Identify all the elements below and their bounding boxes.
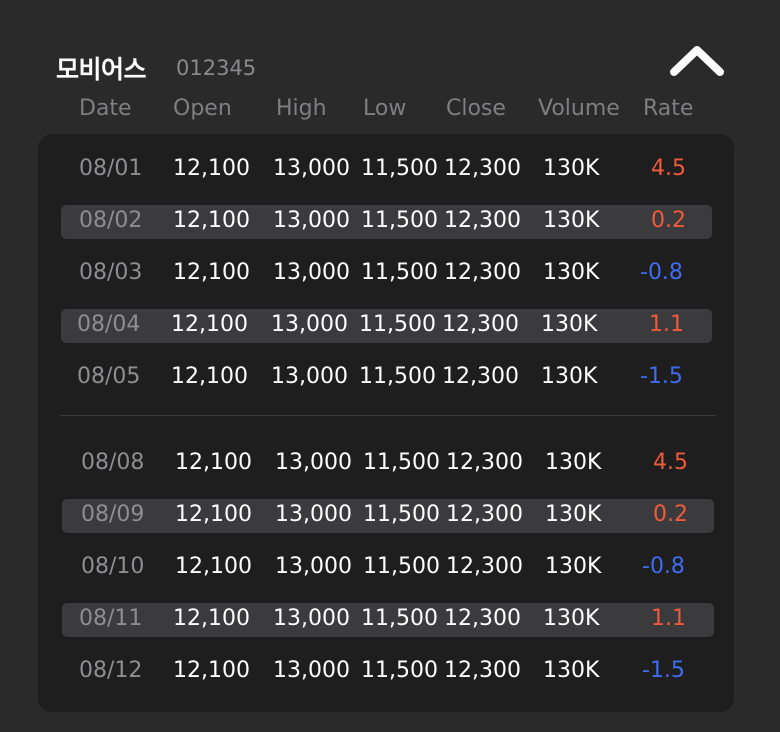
cell-volume: 130K (545, 554, 602, 579)
cell-rate: 0.2 (651, 208, 686, 233)
cell-open: 12,100 (173, 156, 250, 181)
cell-open: 12,100 (175, 502, 252, 527)
cell-date: 08/05 (77, 364, 141, 389)
column-header-close: Close (446, 96, 506, 121)
cell-high: 13,000 (273, 156, 350, 181)
cell-open: 12,100 (171, 364, 248, 389)
cell-date: 08/03 (79, 260, 143, 285)
cell-date: 08/11 (79, 606, 143, 631)
cell-low: 11,500 (363, 450, 440, 475)
cell-rate: 1.1 (649, 312, 684, 337)
row-highlight (62, 603, 714, 637)
cell-date: 08/10 (81, 554, 145, 579)
cell-rate: -0.8 (642, 554, 685, 579)
cell-date: 08/12 (79, 658, 143, 683)
cell-open: 12,100 (171, 312, 248, 337)
cell-close: 12,300 (442, 312, 519, 337)
cell-volume: 130K (541, 312, 598, 337)
cell-rate: -1.5 (640, 364, 683, 389)
chevron-up-icon[interactable] (664, 38, 730, 82)
row-highlight (62, 499, 714, 533)
cell-rate: 1.1 (651, 606, 686, 631)
cell-volume: 130K (543, 606, 600, 631)
cell-volume: 130K (543, 208, 600, 233)
cell-low: 11,500 (361, 260, 438, 285)
cell-volume: 130K (545, 502, 602, 527)
cell-high: 13,000 (275, 554, 352, 579)
cell-close: 12,300 (444, 260, 521, 285)
cell-rate: 4.5 (653, 450, 688, 475)
column-header-volume: Volume (538, 96, 620, 121)
cell-low: 11,500 (361, 658, 438, 683)
cell-close: 12,300 (444, 606, 521, 631)
stock-code: 012345 (176, 56, 257, 80)
cell-low: 11,500 (359, 312, 436, 337)
cell-low: 11,500 (361, 208, 438, 233)
cell-close: 12,300 (444, 156, 521, 181)
cell-close: 12,300 (444, 658, 521, 683)
cell-open: 12,100 (173, 606, 250, 631)
cell-open: 12,100 (173, 208, 250, 233)
cell-date: 08/02 (79, 208, 143, 233)
cell-rate: -1.5 (642, 658, 685, 683)
cell-rate: -0.8 (640, 260, 683, 285)
row-highlight (61, 205, 712, 239)
cell-high: 13,000 (273, 658, 350, 683)
cell-close: 12,300 (446, 554, 523, 579)
column-header-low: Low (363, 96, 407, 121)
cell-open: 12,100 (173, 658, 250, 683)
cell-close: 12,300 (442, 364, 519, 389)
cell-volume: 130K (543, 156, 600, 181)
cell-rate: 0.2 (653, 502, 688, 527)
cell-high: 13,000 (273, 260, 350, 285)
cell-high: 13,000 (271, 312, 348, 337)
cell-close: 12,300 (446, 502, 523, 527)
cell-high: 13,000 (271, 364, 348, 389)
row-highlight (61, 309, 712, 343)
cell-open: 12,100 (175, 450, 252, 475)
stock-name: 모비어스 (56, 55, 147, 84)
cell-date: 08/08 (81, 450, 145, 475)
cell-low: 11,500 (363, 502, 440, 527)
cell-open: 12,100 (175, 554, 252, 579)
cell-date: 08/04 (77, 312, 141, 337)
cell-high: 13,000 (273, 606, 350, 631)
cell-volume: 130K (541, 364, 598, 389)
week-divider (60, 415, 716, 416)
cell-close: 12,300 (444, 208, 521, 233)
cell-rate: 4.5 (651, 156, 686, 181)
cell-low: 11,500 (363, 554, 440, 579)
cell-low: 11,500 (361, 156, 438, 181)
cell-high: 13,000 (273, 208, 350, 233)
cell-date: 08/01 (79, 156, 143, 181)
cell-volume: 130K (543, 658, 600, 683)
cell-high: 13,000 (275, 450, 352, 475)
cell-open: 12,100 (173, 260, 250, 285)
cell-low: 11,500 (361, 606, 438, 631)
cell-volume: 130K (543, 260, 600, 285)
column-header-open: Open (173, 96, 232, 121)
cell-date: 08/09 (81, 502, 145, 527)
column-header-high: High (276, 96, 327, 121)
column-header-date: Date (79, 96, 132, 121)
cell-high: 13,000 (275, 502, 352, 527)
cell-close: 12,300 (446, 450, 523, 475)
cell-low: 11,500 (359, 364, 436, 389)
cell-volume: 130K (545, 450, 602, 475)
column-header-rate: Rate (643, 96, 694, 121)
